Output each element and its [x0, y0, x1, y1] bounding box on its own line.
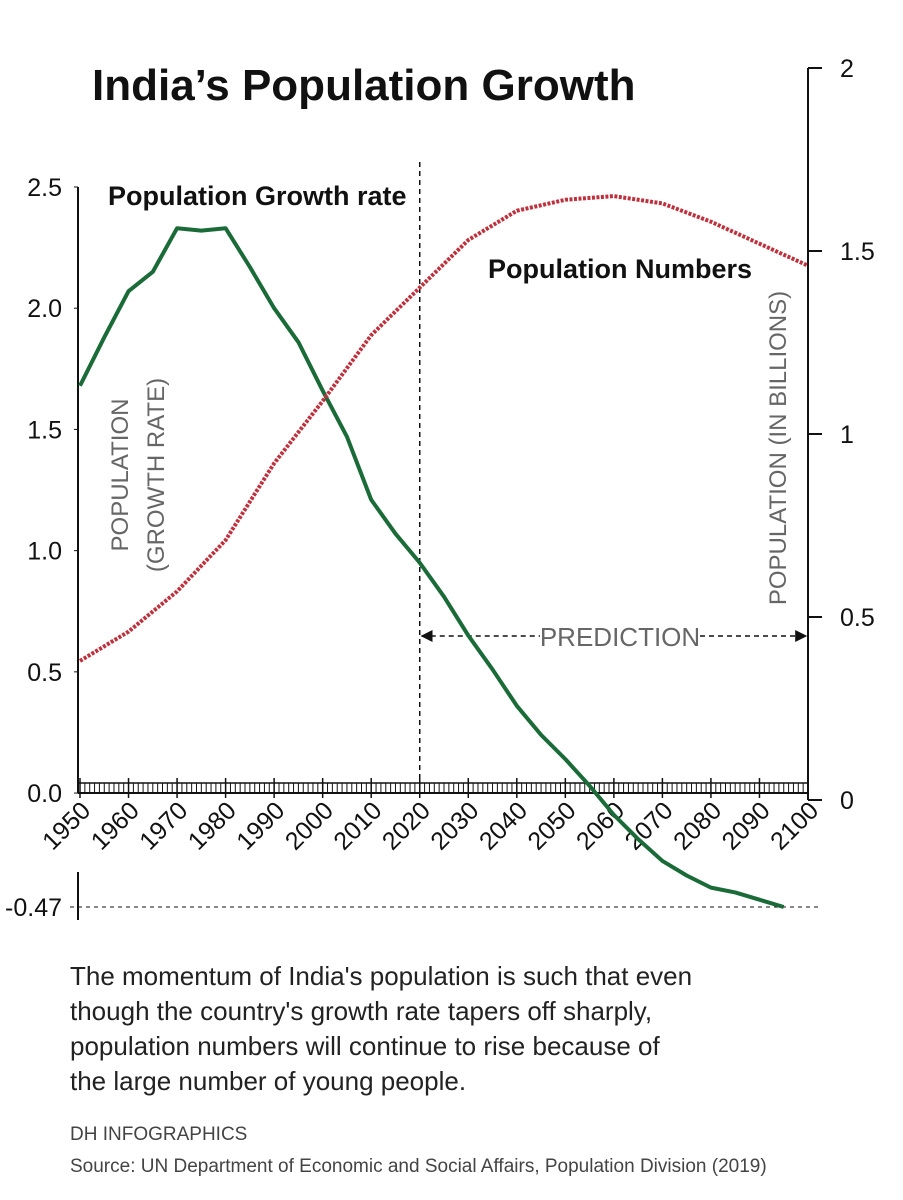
caption: population numbers will continue to rise…: [70, 1031, 660, 1061]
caption: though the country's growth rate tapers …: [70, 996, 652, 1026]
y2-tick-label: 1.5: [840, 238, 875, 266]
y2-tick-label: 0: [840, 787, 854, 815]
caption: The momentum of India's population is su…: [70, 961, 692, 991]
credit: DH INFOGRAPHICS: [70, 1124, 247, 1145]
y-axis-label: (GROWTH RATE): [143, 378, 170, 572]
chart-title: India’s Population Growth: [92, 61, 635, 110]
caption: the large number of young people.: [70, 1066, 466, 1096]
y2-axis-label: POPULATION (IN BILLIONS): [765, 291, 792, 605]
y-tick-label: 1.5: [27, 416, 62, 444]
y2-tick-label: 1: [840, 421, 854, 449]
y-tick-label: 2.0: [27, 295, 62, 323]
series-line: [78, 194, 809, 663]
y2-tick-label: 2: [840, 55, 854, 83]
y-axis-label: POPULATION: [107, 399, 134, 552]
y-tick-label: 1.0: [27, 538, 62, 566]
y-tick-label: 0.0: [27, 780, 62, 808]
y-tick-label: 0.5: [27, 659, 62, 687]
series-line: [78, 226, 785, 909]
prediction-label: PREDICTION: [540, 622, 700, 652]
y-tick-label: 2.5: [27, 174, 62, 202]
source: Source: UN Department of Economic and So…: [70, 1156, 767, 1177]
series-label: Population Numbers: [488, 254, 752, 284]
y2-tick-label: 0.5: [840, 604, 875, 632]
series-label: Population Growth rate: [108, 181, 407, 211]
y-tick-label: -0.47: [5, 894, 62, 922]
